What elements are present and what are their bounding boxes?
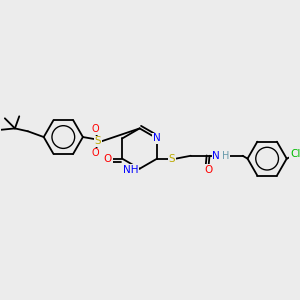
Text: Cl: Cl bbox=[290, 149, 300, 159]
Text: H: H bbox=[222, 151, 229, 161]
Text: S: S bbox=[169, 154, 175, 164]
Text: N: N bbox=[212, 151, 220, 161]
Text: NH: NH bbox=[123, 165, 138, 175]
Text: O: O bbox=[91, 124, 99, 134]
Text: O: O bbox=[104, 154, 112, 164]
Text: S: S bbox=[94, 136, 101, 146]
Text: O: O bbox=[204, 165, 212, 175]
Text: O: O bbox=[91, 148, 99, 158]
Text: N: N bbox=[153, 134, 161, 143]
